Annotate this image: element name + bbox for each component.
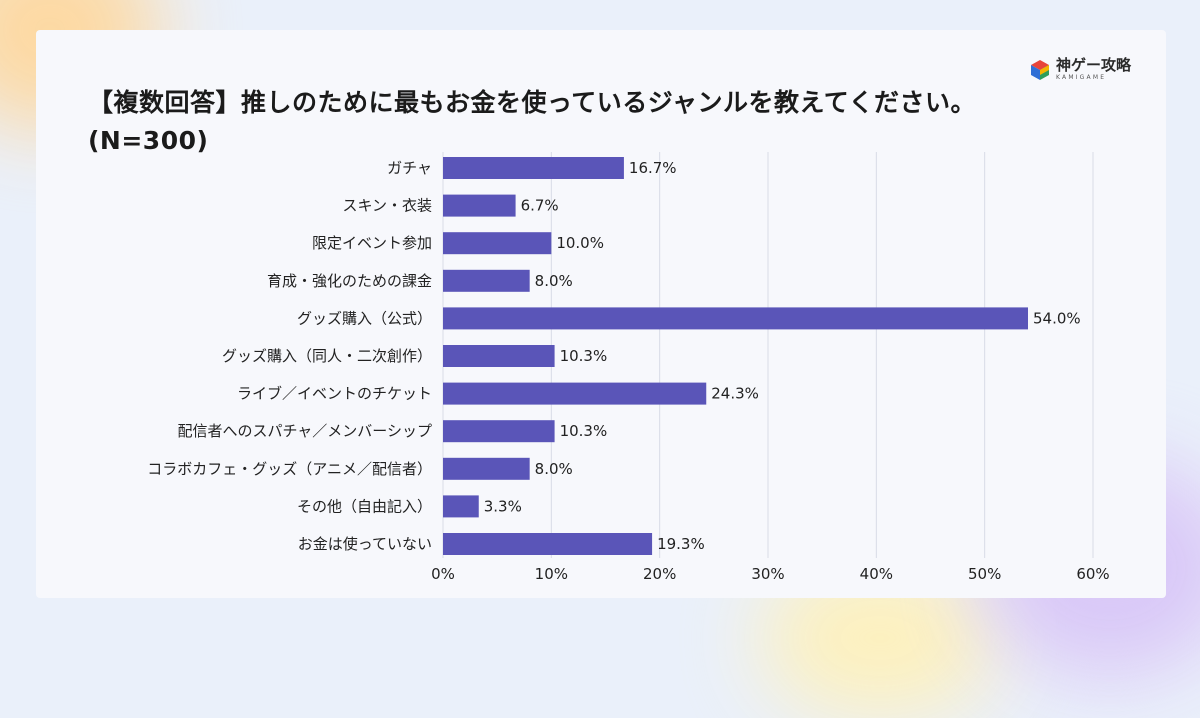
- x-tick-label: 60%: [1076, 565, 1109, 583]
- category-label: お金は使っていない: [298, 535, 432, 553]
- category-label: ガチャ: [387, 159, 432, 177]
- bar: [443, 457, 530, 480]
- logo-name: 神ゲー攻略: [1056, 56, 1132, 74]
- bar-chart: ガチャ 16.7% スキン・衣装 6.7% 限定イベント参加 10.0% 育成・強化のための…: [147, 152, 1110, 583]
- bar: [443, 420, 555, 443]
- value-label: 24.3%: [711, 385, 759, 403]
- value-label: 19.3%: [657, 535, 705, 553]
- value-label: 3.3%: [484, 497, 522, 515]
- bar: [443, 345, 555, 367]
- category-label: 配信者へのスパチャ／メンバーシップ: [177, 422, 432, 440]
- hexagon-cube-icon: [1031, 59, 1049, 80]
- chart-title-line1: 【複数回答】推しのために最もお金を使っているジャンルを教えてください。: [88, 88, 977, 117]
- chart-title: 【複数回答】推しのために最もお金を使っているジャンルを教えてください。 (N=3…: [88, 84, 1108, 160]
- category-label: グッズ購入（同人・二次創作）: [222, 347, 432, 365]
- category-label: その他（自由記入）: [297, 497, 432, 515]
- category-label: 育成・強化のための課金: [267, 272, 432, 290]
- brand-logo: 神ゲー攻略 KAMIGAME: [1030, 58, 1131, 81]
- x-tick-label: 0%: [431, 565, 455, 583]
- x-tick-label: 40%: [860, 565, 893, 583]
- bar: [443, 157, 624, 179]
- bar: [443, 269, 530, 292]
- x-tick-label: 10%: [535, 565, 568, 583]
- value-label: 8.0%: [535, 460, 573, 478]
- bar: [443, 533, 653, 555]
- category-label: グッズ購入（公式）: [297, 309, 432, 327]
- bar: [443, 194, 516, 217]
- value-label: 16.7%: [629, 159, 677, 177]
- bar: [443, 382, 707, 405]
- value-label: 10.0%: [556, 234, 604, 252]
- value-label: 10.3%: [560, 347, 608, 365]
- category-label: スキン・衣装: [342, 197, 432, 215]
- value-label: 54.0%: [1033, 309, 1081, 327]
- logo-subtitle: KAMIGAME: [1056, 74, 1107, 81]
- x-tick-label: 50%: [968, 565, 1001, 583]
- x-tick-label: 20%: [643, 565, 676, 583]
- x-tick-label: 30%: [751, 565, 784, 583]
- category-label: 限定イベント参加: [312, 234, 432, 252]
- bar: [443, 307, 1028, 330]
- category-label: コラボカフェ・グッズ（アニメ／配信者）: [147, 460, 432, 478]
- value-label: 6.7%: [521, 197, 559, 215]
- value-label: 10.3%: [560, 422, 608, 440]
- category-label: ライブ／イベントのチケット: [237, 385, 432, 403]
- value-label: 8.0%: [535, 272, 573, 290]
- bar: [443, 495, 479, 518]
- bar: [443, 232, 552, 255]
- chart-title-line2: (N=300): [88, 126, 209, 155]
